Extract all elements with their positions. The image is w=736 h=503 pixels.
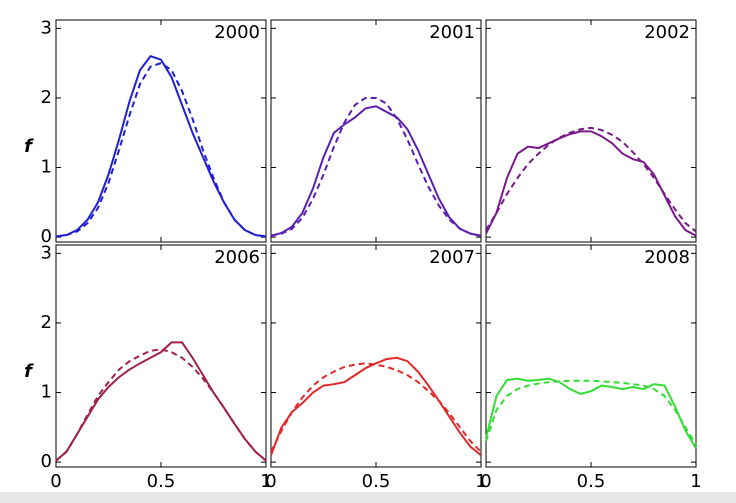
panel-title: 2001: [429, 22, 475, 43]
curve: [485, 130, 697, 237]
curve: [270, 356, 482, 456]
curve: [55, 348, 267, 462]
y-tick-label: 3: [41, 242, 52, 263]
curve: [270, 362, 482, 453]
x-tick-label: 0.5: [362, 471, 391, 492]
y-tick-label: 1: [41, 157, 52, 178]
panel-title: 2007: [429, 247, 475, 268]
curve: [485, 377, 697, 449]
panel-frame: [485, 244, 697, 468]
x-tick-label: 0.5: [147, 471, 176, 492]
x-tick-label: 1: [260, 471, 271, 492]
curve: [485, 126, 697, 233]
y-tick-label: 1: [41, 382, 52, 403]
x-tick-label: 0: [50, 471, 61, 492]
curve: [55, 341, 267, 462]
panel-title: 2006: [214, 247, 260, 268]
y-tick-label: 0: [41, 451, 52, 472]
y-tick-label: 2: [41, 312, 52, 333]
x-tick-label: 0: [265, 471, 276, 492]
x-tick-label: 0.5: [577, 471, 606, 492]
scrollbar: [0, 492, 736, 503]
y-tick-label: 2: [41, 87, 52, 108]
curve: [270, 96, 482, 237]
x-tick-label: 1: [475, 471, 486, 492]
y-axis-label: f: [24, 136, 34, 157]
panel-title: 2002: [644, 22, 690, 43]
y-axis-label: f: [24, 361, 34, 382]
panel-title: 2008: [644, 247, 690, 268]
panel-frame: [270, 19, 482, 243]
panel-frame: [270, 244, 482, 468]
x-tick-label: 1: [690, 471, 701, 492]
curve: [55, 62, 267, 238]
panel-title: 2000: [214, 22, 260, 43]
curve: [270, 105, 482, 237]
y-tick-label: 3: [41, 17, 52, 38]
y-tick-label: 0: [41, 226, 52, 247]
curve: [55, 55, 267, 238]
panel-frame: [55, 19, 267, 243]
panel-frame: [55, 244, 267, 468]
x-tick-label: 0: [480, 471, 491, 492]
